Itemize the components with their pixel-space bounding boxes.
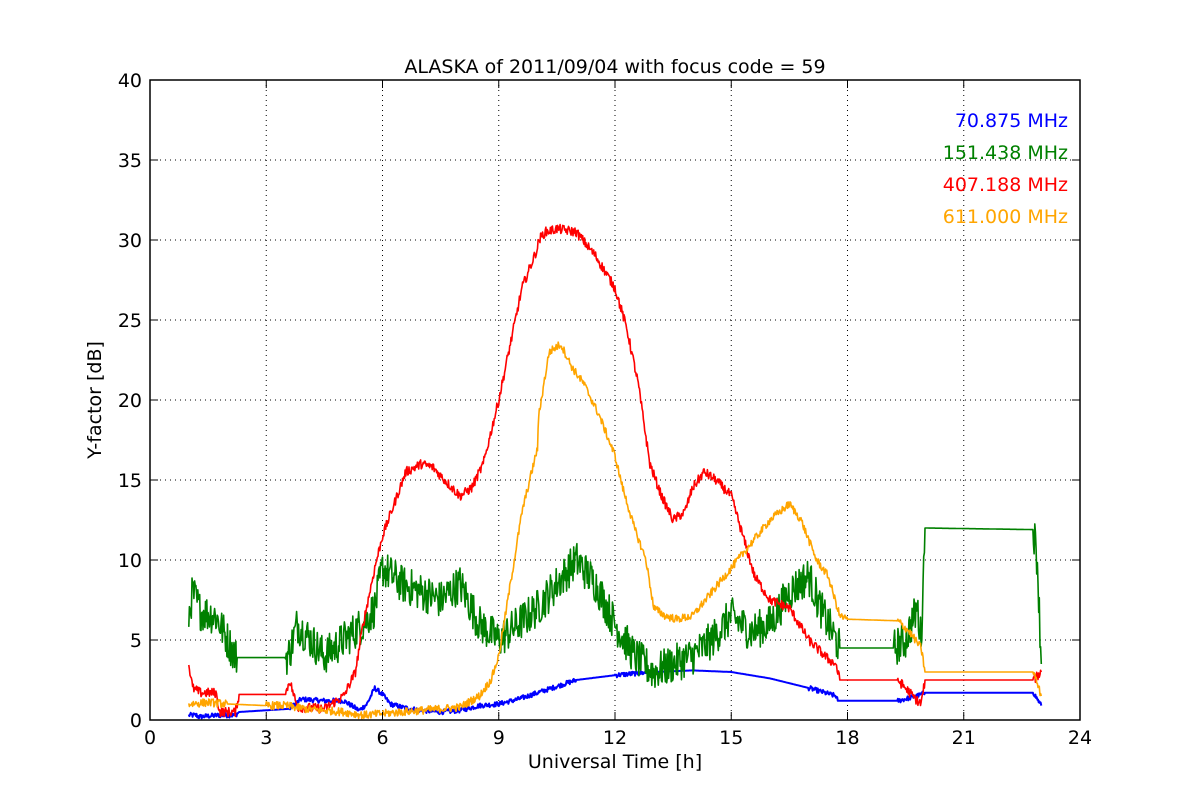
y-tick-label: 10 <box>118 550 142 572</box>
y-axis-label: Y-factor [dB] <box>84 341 106 460</box>
x-tick-label: 15 <box>719 727 743 749</box>
x-axis-label: Universal Time [h] <box>528 751 702 773</box>
y-tick-label: 35 <box>118 150 142 172</box>
y-tick-label: 5 <box>130 630 142 652</box>
y-tick-label: 30 <box>118 230 142 252</box>
legend-entry: 407.188 MHz <box>943 174 1068 196</box>
x-tick-label: 12 <box>603 727 627 749</box>
x-tick-label: 6 <box>376 727 388 749</box>
legend-entry: 70.875 MHz <box>955 110 1068 132</box>
x-tick-label: 21 <box>952 727 976 749</box>
legend-entry: 611.000 MHz <box>943 206 1068 228</box>
series-line-1 <box>188 523 1043 688</box>
x-axis-ticks: 0 3 6 9 12 15 18 21 24 <box>144 80 1092 749</box>
chart-title: ALASKA of 2011/09/04 with focus code = 5… <box>404 56 825 78</box>
y-tick-label: 25 <box>118 310 142 332</box>
series-line-2 <box>188 223 1043 718</box>
y-axis-ticks: 0 5 10 15 20 25 30 35 40 <box>118 70 1080 732</box>
y-tick-label: 0 <box>130 710 142 732</box>
y-tick-label: 40 <box>118 70 142 92</box>
x-tick-label: 18 <box>835 727 859 749</box>
x-tick-label: 3 <box>260 727 272 749</box>
series-line-0 <box>187 669 1043 720</box>
x-tick-label: 24 <box>1068 727 1092 749</box>
x-tick-label: 9 <box>493 727 505 749</box>
x-tick-label: 0 <box>144 727 156 749</box>
legend-entry: 151.438 MHz <box>943 142 1068 164</box>
legend: 70.875 MHz 151.438 MHz 407.188 MHz 611.000 … <box>943 110 1068 228</box>
y-tick-label: 15 <box>118 470 142 492</box>
series-layer <box>187 223 1043 720</box>
y-tick-label: 20 <box>118 390 142 412</box>
series-line-3 <box>188 341 1043 720</box>
